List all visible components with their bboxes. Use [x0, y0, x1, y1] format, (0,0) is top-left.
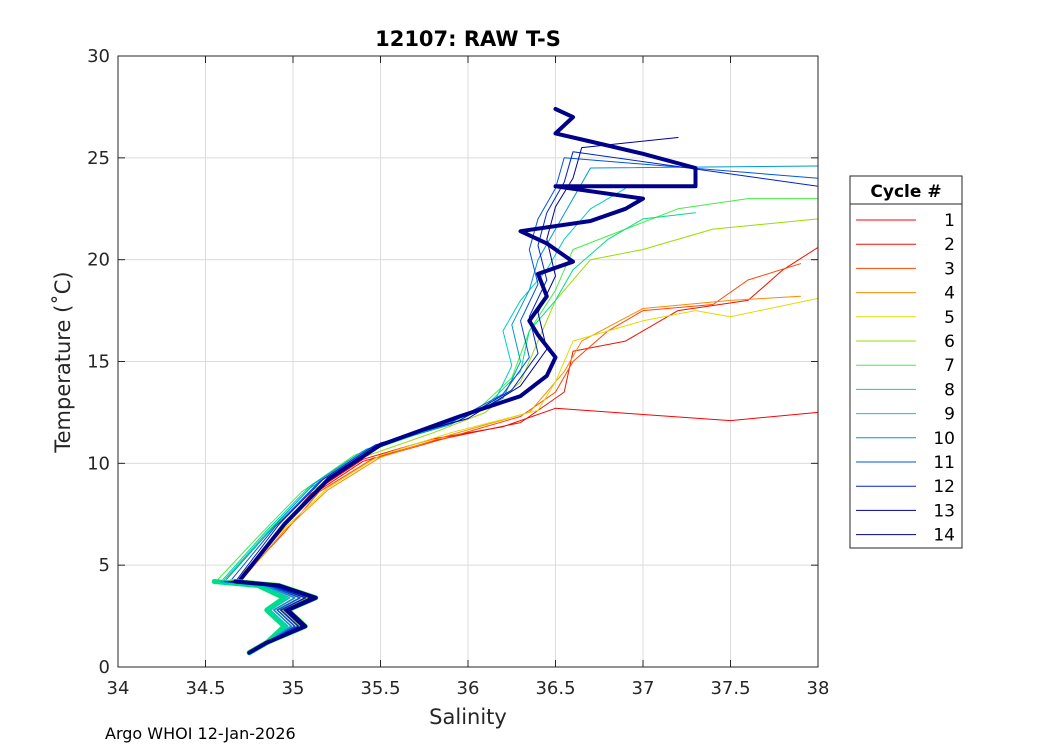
legend-label-11: 11 [933, 453, 955, 473]
y-tick-label: 10 [87, 453, 110, 474]
y-tick-label: 25 [87, 148, 110, 169]
y-ticks: 0 5 10 15 20 25 30 [87, 46, 818, 678]
series-group [213, 107, 818, 584]
y-tick-label: 20 [87, 250, 110, 271]
legend-label-9: 9 [944, 405, 955, 425]
series-line-cycle-5 [240, 297, 818, 576]
y-tick-label: 5 [99, 555, 110, 576]
legend-label-4: 4 [944, 284, 955, 304]
x-tick-label: 34 [107, 678, 130, 699]
x-ticks: 34 34.5 35 35.5 36 36.5 37 37.5 38 [107, 56, 830, 699]
legend-label-1: 1 [944, 211, 955, 231]
legend-label-8: 8 [944, 380, 955, 400]
legend-label-5: 5 [944, 308, 955, 328]
x-tick-label: 36.5 [535, 678, 575, 699]
legend-label-2: 2 [944, 235, 955, 255]
legend-label-14: 14 [933, 526, 955, 546]
legend-label-3: 3 [944, 259, 955, 279]
series-line-cycle-3 [240, 263, 801, 580]
legend-label-7: 7 [944, 356, 955, 376]
x-axis-label: Salinity [429, 705, 507, 729]
x-tick-label: 37 [632, 678, 655, 699]
legend-label-6: 6 [944, 332, 955, 352]
legend-title: Cycle # [870, 182, 941, 202]
series-line-cycle-9 [222, 187, 626, 580]
x-tick-label: 38 [807, 678, 830, 699]
x-tick-label: 35.5 [360, 678, 400, 699]
y-tick-label: 15 [87, 352, 110, 373]
x-tick-label: 34.5 [185, 678, 225, 699]
deep-line-cycle-14 [233, 579, 318, 655]
legend-label-13: 13 [933, 501, 955, 521]
footer-credit: Argo WHOI 12-Jan-2026 [105, 724, 296, 743]
legend-label-10: 10 [933, 429, 955, 449]
deep-water-cluster [211, 579, 319, 656]
x-tick-label: 36 [457, 678, 480, 699]
y-axis-label: Temperature (˚C) [51, 271, 75, 453]
series-line-cycle-14 [238, 107, 698, 582]
series-line-cycle-10 [226, 165, 818, 580]
x-tick-label: 35 [282, 678, 305, 699]
chart-title: 12107: RAW T-S [375, 27, 561, 51]
x-tick-label: 37.5 [710, 678, 750, 699]
y-tick-label: 0 [99, 657, 110, 678]
y-tick-label: 30 [87, 46, 110, 67]
legend-label-12: 12 [933, 477, 955, 497]
